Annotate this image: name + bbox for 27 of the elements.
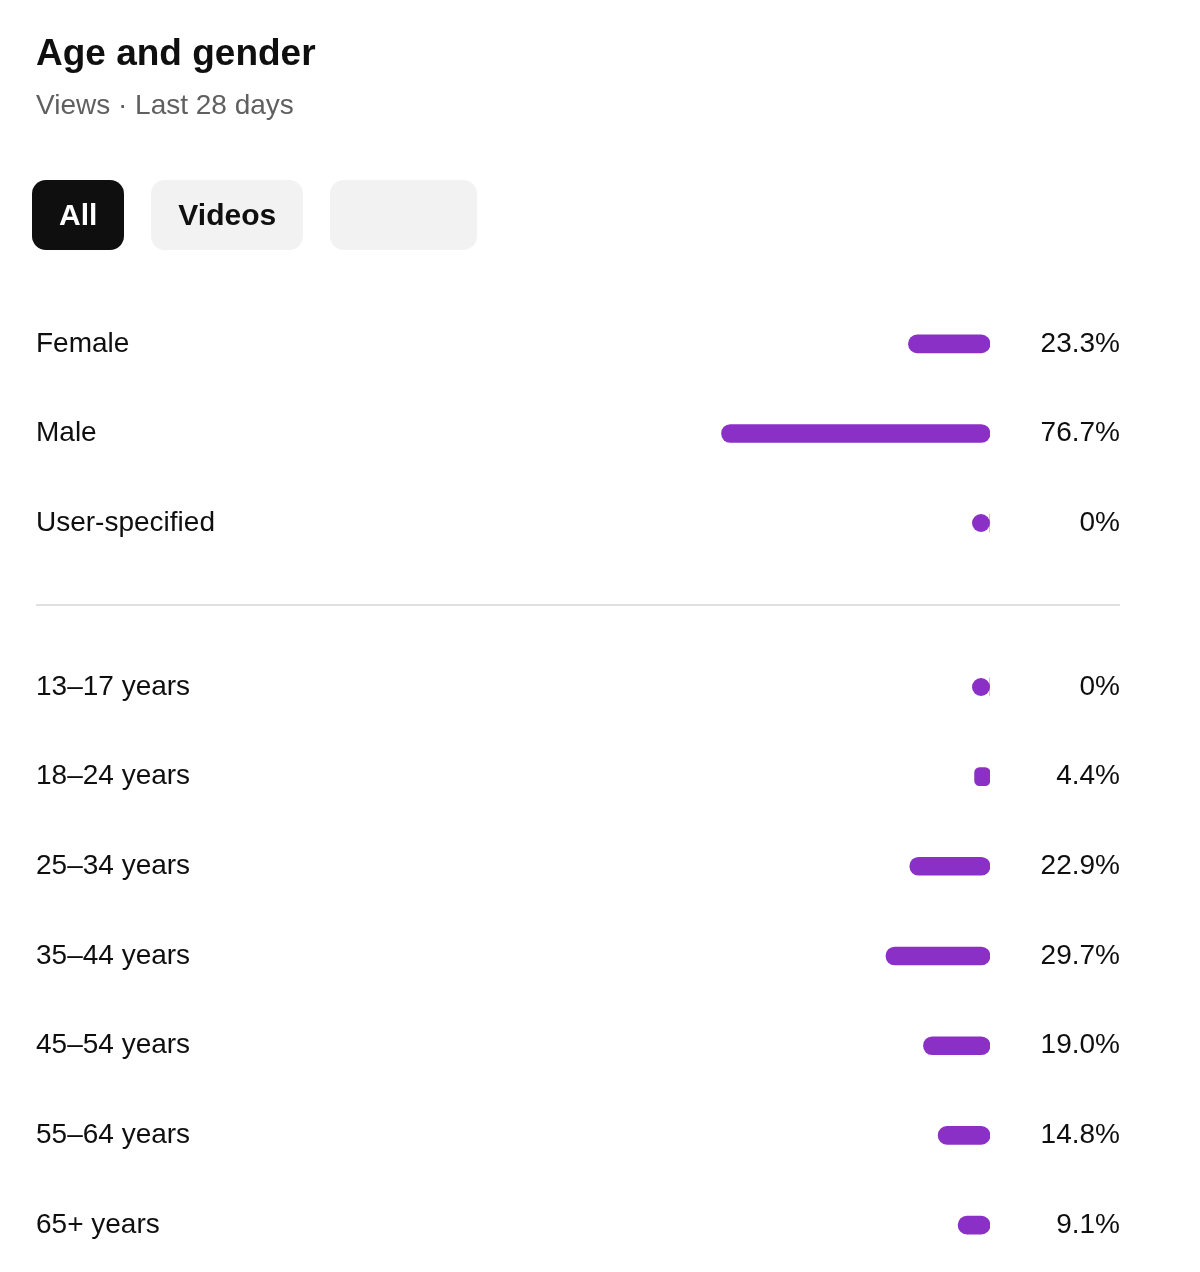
bar (909, 856, 990, 876)
y-tick-label: 18–24 years (36, 759, 191, 791)
text: All (59, 197, 98, 233)
text: Age and gender (36, 32, 316, 74)
data-label: 14.8% (1040, 1118, 1120, 1150)
data-label: 29.7% (1040, 938, 1120, 970)
data-label: 0% (1079, 505, 1120, 537)
data-label: 9.1% (1056, 1207, 1120, 1239)
y-tick-label: 13–17 years (36, 669, 191, 701)
text: Views · Last 28 days (36, 88, 294, 122)
text: Videos (178, 197, 277, 233)
data-label: 0% (1079, 669, 1120, 701)
data-label: 19.0% (1040, 1028, 1120, 1060)
bar (885, 946, 990, 966)
y-tick-label: 25–34 years (36, 849, 191, 880)
y-tick-label: Female (36, 326, 130, 358)
y-tick-label: 45–54 years (36, 1028, 191, 1060)
data-label: 76.7% (1040, 416, 1120, 448)
data-label: 23.3% (1040, 326, 1120, 358)
y-tick-label: 55–64 years (36, 1118, 191, 1150)
bar (923, 1036, 990, 1056)
y-tick-label: User-specified (36, 505, 215, 537)
y-tick-label: Male (36, 416, 97, 448)
data-label: 4.4% (1056, 759, 1120, 791)
y-tick-label: 65+ years (36, 1207, 160, 1239)
y-tick-label: 35–44 years (36, 938, 191, 970)
data-label: 22.9% (1040, 849, 1120, 880)
